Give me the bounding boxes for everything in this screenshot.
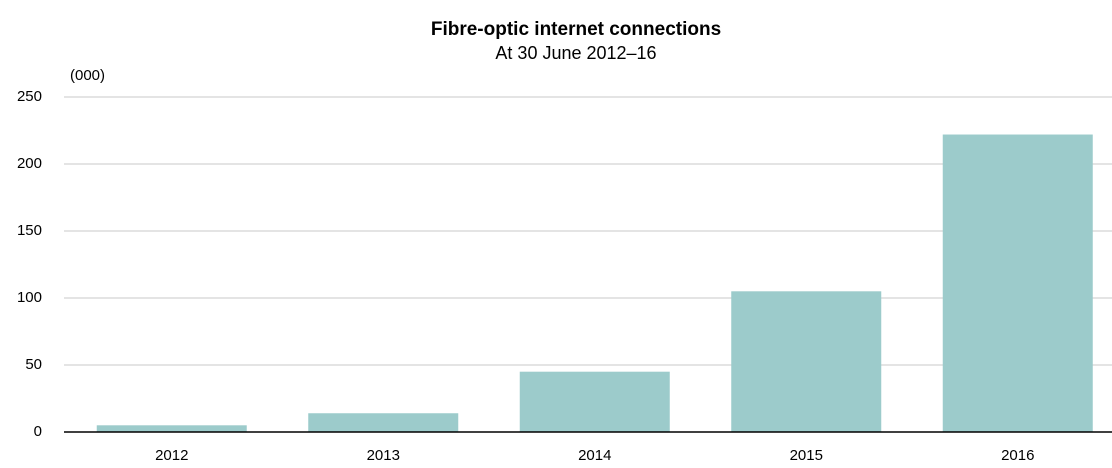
y-tick-label: 200	[17, 155, 42, 172]
y-tick-label: 150	[17, 222, 42, 239]
y-tick-label: 250	[17, 88, 42, 105]
bar	[731, 291, 882, 432]
x-tick-label: 2013	[367, 447, 400, 464]
bar	[519, 371, 670, 432]
bar	[942, 134, 1093, 432]
x-tick-label: 2015	[790, 447, 823, 464]
y-tick-label: 50	[25, 356, 42, 373]
chart-subtitle: At 30 June 2012–16	[495, 43, 656, 63]
bar	[96, 425, 247, 432]
y-tick-label: 0	[34, 423, 42, 440]
x-tick-label: 2014	[578, 447, 611, 464]
y-tick-label: 100	[17, 289, 42, 306]
x-tick-label: 2016	[1001, 447, 1034, 464]
chart-title: Fibre-optic internet connections	[431, 19, 721, 40]
y-axis-label: (000)	[70, 67, 105, 84]
bar	[308, 413, 459, 432]
x-tick-label: 2012	[155, 447, 188, 464]
